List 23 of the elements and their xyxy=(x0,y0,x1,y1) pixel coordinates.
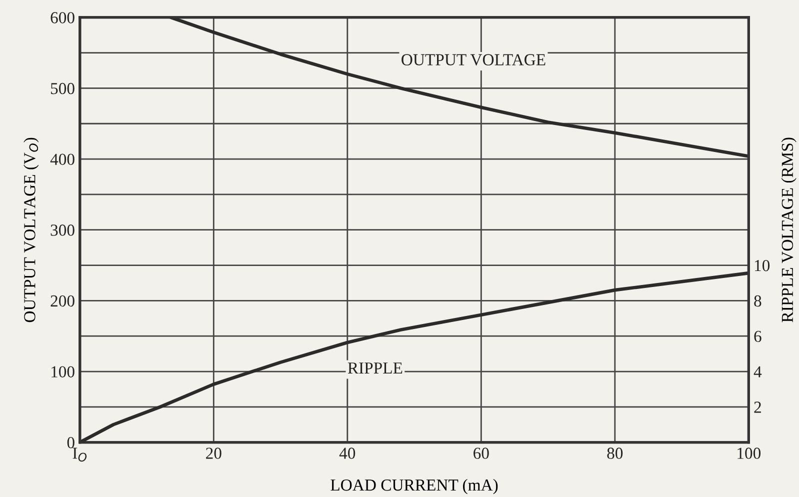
y-axis-title: OUTPUT VOLTAGE (V$_{O}$) xyxy=(24,138,39,322)
y2-tick-label: 8 xyxy=(754,295,762,307)
x-tick-label: 60 xyxy=(474,448,489,459)
y2-tick-label: 2 xyxy=(754,402,761,413)
y2-tick-label: 4 xyxy=(754,366,762,378)
series-label: OUTPUT VOLTAGE xyxy=(402,54,546,66)
x-tick-label: I$_{O}$ xyxy=(72,448,87,462)
y-tick-label: 0 xyxy=(67,437,74,448)
x-tick-label: 20 xyxy=(206,448,222,459)
y-tick-label: 300 xyxy=(50,224,74,236)
series-label: RIPPLE xyxy=(348,362,402,374)
x-axis-title: LOAD CURRENT (mA) xyxy=(330,478,498,494)
y-tick-label: 100 xyxy=(52,366,74,378)
y-tick-label: 500 xyxy=(51,82,74,94)
y-tick-label: 600 xyxy=(50,12,74,24)
x-tick-label: 100 xyxy=(738,448,761,459)
y-tick-label: 200 xyxy=(50,295,74,307)
x-tick-label: 80 xyxy=(607,448,623,459)
y-tick-label: 400 xyxy=(50,154,74,165)
y2-tick-label: 10 xyxy=(754,260,770,272)
y2-tick-label: 6 xyxy=(754,330,762,342)
y2-axis-title: RIPPLE VOLTAGE (RMS) xyxy=(781,138,796,322)
x-tick-label: 40 xyxy=(339,448,356,459)
